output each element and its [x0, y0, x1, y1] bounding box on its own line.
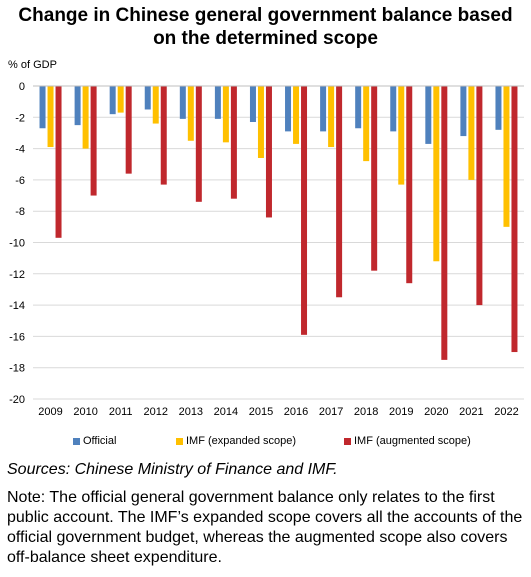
y-tick-label: -10: [9, 238, 25, 250]
bar-official-2011: [109, 86, 116, 115]
x-tick-label: 2013: [179, 406, 203, 418]
bar-imf-augmented-scope-2016: [301, 86, 308, 335]
bar-official-2014: [214, 86, 221, 119]
bar-imf-expanded-scope-2009: [47, 86, 54, 148]
bar-imf-expanded-scope-2014: [222, 86, 229, 143]
legend-label-imf-expanded: IMF (expanded scope): [186, 435, 297, 447]
bar-imf-expanded-scope-2012: [152, 86, 159, 124]
x-tick-label: 2018: [354, 406, 378, 418]
y-tick-label: -20: [9, 394, 25, 406]
bar-official-2016: [285, 86, 292, 132]
x-tick-label: 2021: [459, 406, 483, 418]
bar-imf-augmented-scope-2014: [230, 86, 237, 199]
x-tick-label: 2020: [424, 406, 448, 418]
y-tick-label: -2: [15, 112, 25, 124]
bar-imf-expanded-scope-2022: [503, 86, 510, 227]
x-tick-label: 2015: [249, 406, 273, 418]
legend-swatch-imf-expanded: [176, 437, 183, 445]
bar-official-2021: [460, 86, 467, 137]
bar-imf-expanded-scope-2011: [117, 86, 124, 113]
bar-imf-augmented-scope-2022: [511, 86, 518, 353]
bar-official-2019: [390, 86, 397, 132]
legend-swatch-official: [73, 437, 80, 445]
x-tick-label: 2022: [494, 406, 518, 418]
x-tick-label: 2009: [38, 406, 62, 418]
y-tick-label: -14: [9, 300, 25, 312]
y-tick-label: 0: [19, 81, 25, 93]
bar-imf-augmented-scope-2012: [160, 86, 167, 185]
bar-imf-expanded-scope-2016: [293, 86, 300, 144]
bar-imf-expanded-scope-2019: [398, 86, 405, 185]
legend-label-official: Official: [83, 435, 117, 447]
legend-item-official: Official: [73, 435, 116, 447]
bar-official-2012: [144, 86, 151, 110]
note-text: Note: The official general government ba…: [7, 489, 523, 566]
bar-official-2010: [74, 86, 81, 126]
bar-imf-augmented-scope-2011: [125, 86, 132, 174]
bar-chart: 0 -2 -4 -6 -8 -10 -12 -14 -16 -18 -20 2009 2010 2011 2…: [9, 81, 524, 418]
y-tick-label: -12: [9, 269, 25, 281]
bar-imf-expanded-scope-2017: [328, 86, 335, 148]
bar-official-2013: [179, 86, 186, 119]
legend-swatch-imf-augmented: [344, 437, 351, 445]
bar-imf-augmented-scope-2017: [336, 86, 343, 298]
bar-imf-augmented-scope-2019: [406, 86, 413, 284]
y-tick-label: -18: [9, 363, 25, 375]
bar-official-2017: [320, 86, 327, 132]
x-tick-label: 2017: [319, 406, 343, 418]
bar-imf-augmented-scope-2021: [476, 86, 483, 306]
bar-imf-expanded-scope-2010: [82, 86, 89, 149]
bar-imf-augmented-scope-2009: [55, 86, 62, 238]
bar-imf-expanded-scope-2020: [433, 86, 440, 262]
legend-label-imf-augmented: IMF (augmented scope): [354, 435, 471, 447]
bar-imf-augmented-scope-2015: [265, 86, 272, 218]
bar-imf-expanded-scope-2018: [363, 86, 370, 162]
legend-item-imf-augmented: IMF (augmented scope): [344, 435, 471, 447]
y-tick-label: -4: [15, 144, 25, 156]
bar-official-2018: [355, 86, 362, 129]
chart-title-line2: on the determined scope: [153, 28, 378, 49]
bar-official-2020: [425, 86, 432, 144]
bar-imf-augmented-scope-2010: [90, 86, 97, 196]
x-tick-label: 2016: [284, 406, 308, 418]
x-tick-label: 2010: [73, 406, 97, 418]
bar-imf-augmented-scope-2013: [195, 86, 202, 202]
legend-item-imf-expanded: IMF (expanded scope): [176, 435, 296, 447]
x-tick-label: 2019: [389, 406, 413, 418]
bar-imf-expanded-scope-2015: [257, 86, 264, 158]
y-tick-label: -16: [9, 331, 25, 343]
bar-imf-augmented-scope-2018: [371, 86, 378, 271]
bar-official-2015: [249, 86, 256, 122]
chart-title-line1: Change in Chinese general government bal…: [18, 5, 513, 26]
bar-imf-expanded-scope-2021: [468, 86, 475, 180]
x-tick-label: 2012: [144, 406, 168, 418]
bar-imf-expanded-scope-2013: [187, 86, 194, 141]
y-tick-label: -8: [15, 206, 25, 218]
y-tick-label: -6: [15, 175, 25, 187]
chart-title: Change in Chinese general government bal…: [0, 4, 531, 50]
x-tick-label: 2014: [214, 406, 238, 418]
bar-official-2009: [39, 86, 46, 129]
y-axis-unit-label: % of GDP: [8, 59, 57, 71]
x-tick-label: 2011: [109, 406, 133, 418]
bar-official-2022: [495, 86, 502, 130]
bar-imf-augmented-scope-2020: [441, 86, 448, 360]
sources-text: Sources: Chinese Ministry of Finance and…: [7, 461, 338, 478]
